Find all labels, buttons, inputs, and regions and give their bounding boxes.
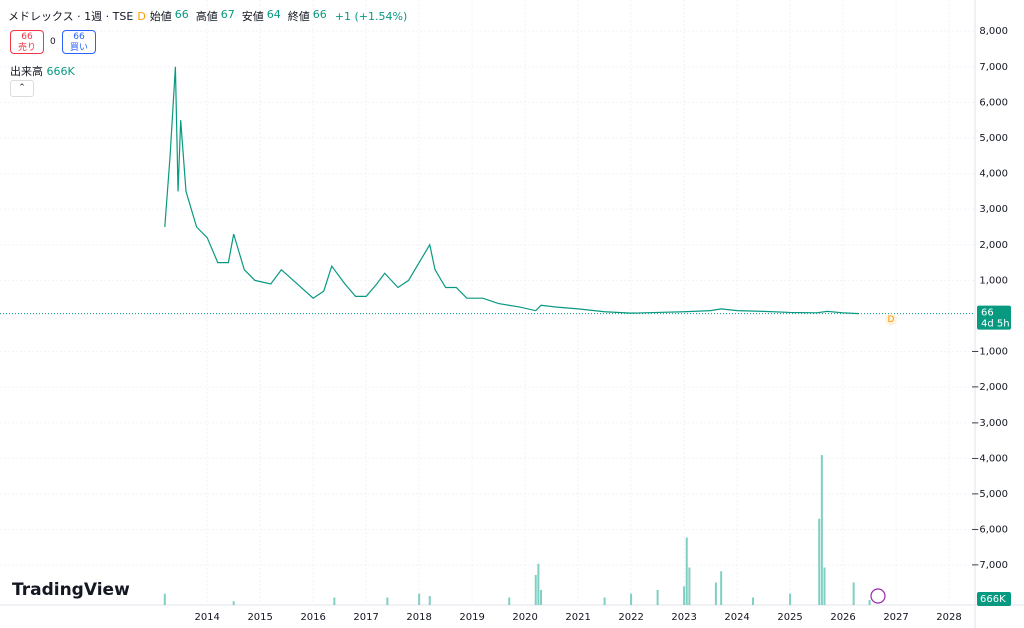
header: メドレックス · 1週 · TSE D 始値 66 高値 67 安値 64 終値 66 +1 … xyxy=(8,8,407,24)
volume-bar xyxy=(868,600,871,605)
x-tick-label: 2027 xyxy=(883,612,908,623)
y-tick-label: −7,000 xyxy=(971,560,1008,571)
volume-bar xyxy=(685,537,688,605)
collapse-button[interactable]: ⌃ xyxy=(10,80,34,97)
volume-bar xyxy=(852,582,855,605)
x-tick-label: 2018 xyxy=(406,612,431,623)
y-tick-label: 3,000 xyxy=(979,204,1008,215)
volume-bar xyxy=(508,597,511,605)
volume-bar xyxy=(540,590,543,605)
countdown: 4d 5h xyxy=(981,319,1010,330)
x-tick-label: 2028 xyxy=(936,612,961,623)
volume-value-axis: 666K xyxy=(980,594,1006,605)
x-tick-label: 2025 xyxy=(777,612,802,623)
volume-bar xyxy=(163,593,166,605)
volume-value: 666K xyxy=(46,65,75,78)
volume-bar xyxy=(789,593,792,605)
x-tick-label: 2022 xyxy=(618,612,643,623)
volume-bar xyxy=(534,575,537,605)
x-tick-label: 2019 xyxy=(459,612,484,623)
x-tick-label: 2014 xyxy=(194,612,219,623)
x-tick-label: 2023 xyxy=(671,612,696,623)
volume-bar xyxy=(333,597,336,605)
y-tick-label: 5,000 xyxy=(979,133,1008,144)
volume-bar xyxy=(428,596,431,605)
y-tick-label: 7,000 xyxy=(979,62,1008,73)
volume-label: 出来高 xyxy=(10,65,43,78)
x-tick-label: 2021 xyxy=(565,612,590,623)
buy-label: 買い xyxy=(69,43,88,53)
volume-bar xyxy=(818,518,821,605)
volume-bar xyxy=(688,567,691,605)
volume-bar xyxy=(630,593,633,605)
ohlc-label: 安値 xyxy=(241,10,264,23)
y-tick-label: −6,000 xyxy=(971,525,1008,536)
volume-legend: 出来高 666K xyxy=(10,63,75,79)
badge-marker xyxy=(885,313,897,326)
y-tick-label: −2,000 xyxy=(971,382,1008,393)
y-tick-label: 1,000 xyxy=(979,275,1008,286)
volume-bar xyxy=(386,597,389,605)
badge[interactable]: D xyxy=(137,9,146,23)
volume-bar xyxy=(714,582,717,605)
ohlc-label: 高値 xyxy=(195,10,218,23)
volume-bar xyxy=(418,593,421,605)
symbol-title[interactable]: メドレックス · 1週 · TSE xyxy=(8,10,134,23)
buy-button[interactable]: 66 買い xyxy=(62,30,96,54)
y-tick-label: 4,000 xyxy=(979,169,1008,180)
ohlc-value: 66 xyxy=(312,8,327,21)
volume-bar xyxy=(751,597,754,605)
sell-button[interactable]: 66 売り xyxy=(10,30,44,54)
volume-value-box xyxy=(977,592,1011,606)
y-tick-label: −4,000 xyxy=(971,453,1008,464)
y-tick-label: −1,000 xyxy=(971,347,1008,358)
volume-bar xyxy=(537,563,540,605)
y-tick-label: −5,000 xyxy=(971,489,1008,500)
y-tick-label: 8,000 xyxy=(979,26,1008,37)
brand[interactable]: TradingView xyxy=(12,580,130,600)
price-line xyxy=(164,66,859,315)
x-tick-label: 2024 xyxy=(724,612,749,623)
y-tick-label: −3,000 xyxy=(971,418,1008,429)
badge-marker-label: D xyxy=(888,315,895,325)
x-tick-label: 2017 xyxy=(353,612,378,623)
volume-bar xyxy=(720,571,723,605)
sell-price: 66 xyxy=(21,32,33,42)
x-tick-label: 2016 xyxy=(300,612,325,623)
change: +1 (+1.54%) xyxy=(334,9,408,23)
volume-bar xyxy=(603,597,606,605)
y-tick-label: 2,000 xyxy=(979,240,1008,251)
event-icon xyxy=(870,588,886,604)
x-tick-label: 2015 xyxy=(247,612,272,623)
x-tick-label: 2020 xyxy=(512,612,537,623)
y-tick-label: 6,000 xyxy=(979,97,1008,108)
volume-bar xyxy=(823,567,826,605)
volume-bar xyxy=(232,601,235,605)
volume-bar xyxy=(683,586,686,605)
ohlc-label: 始値 xyxy=(149,10,172,23)
ohlc-label: 終値 xyxy=(287,10,310,23)
plot-background xyxy=(0,0,975,605)
sell-label: 売り xyxy=(17,43,36,53)
buy-price: 66 xyxy=(73,32,85,42)
last-price-label: 66 xyxy=(981,308,994,319)
ohlc-value: 67 xyxy=(220,8,235,21)
volume-bar xyxy=(656,590,659,605)
volume-bar xyxy=(820,455,823,605)
x-tick-label: 2026 xyxy=(830,612,855,623)
ohlc: 始値 66 高値 67 安値 64 終値 66 xyxy=(150,8,331,24)
last-price-box xyxy=(977,305,1011,330)
ohlc-value: 64 xyxy=(266,8,281,21)
spread: 0 xyxy=(50,37,56,47)
ohlc-value: 66 xyxy=(174,8,189,21)
